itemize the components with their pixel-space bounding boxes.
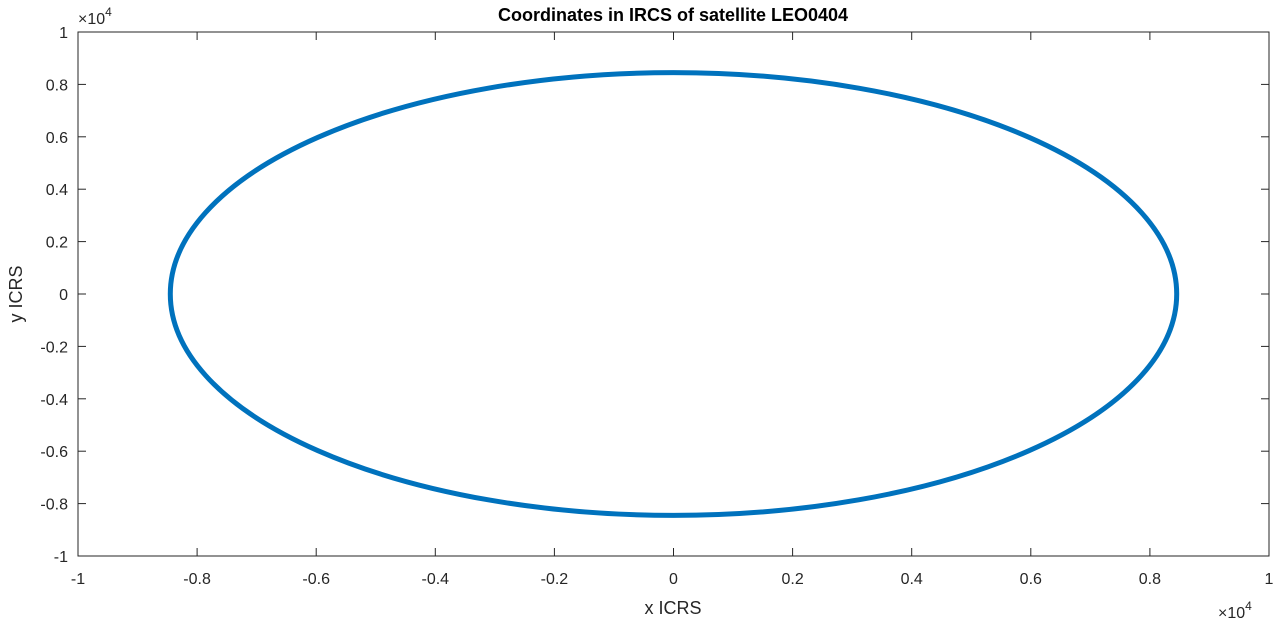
y-tick-label: 0.8 xyxy=(46,77,68,94)
x-tick-label: 0 xyxy=(669,571,678,588)
x-tick-label: 0.8 xyxy=(1139,571,1161,588)
x-tick-label: 1 xyxy=(1265,571,1274,588)
x-tick-label: -0.6 xyxy=(302,571,330,588)
x-exponent-power: 4 xyxy=(1245,599,1252,613)
x-tick-label: 0.6 xyxy=(1020,571,1042,588)
y-exponent-power: 4 xyxy=(105,5,112,19)
y-tick-label: 0.6 xyxy=(46,130,68,147)
y-tick-label: 0 xyxy=(59,287,68,304)
y-tick-label: -0.2 xyxy=(40,339,68,356)
x-axis-exponent: ×104 xyxy=(1218,599,1252,622)
y-tick-label: -0.6 xyxy=(40,444,68,461)
plot-area xyxy=(77,31,1270,557)
x-axis-label: x ICRS xyxy=(644,598,701,618)
y-axis-label: y ICRS xyxy=(6,265,26,322)
series-layer xyxy=(167,70,1180,518)
x-tick-label: -0.8 xyxy=(183,571,211,588)
y-tick-label: -1 xyxy=(54,549,68,566)
x-exponent-base: ×10 xyxy=(1218,605,1245,622)
y-axis-exponent: ×104 xyxy=(78,5,112,28)
orbit-series-0 xyxy=(167,70,1180,518)
y-tick-label: -0.4 xyxy=(40,392,68,409)
y-axis-ticks: 1 0.8 0.6 0.4 0.2 0 -0.2 -0.4 -0.6 -0.8 -1 xyxy=(40,25,1269,566)
y-tick-label: 1 xyxy=(59,25,68,42)
x-tick-label: -1 xyxy=(71,571,85,588)
x-tick-label: -0.2 xyxy=(541,571,569,588)
x-tick-label: -0.4 xyxy=(422,571,450,588)
y-tick-label: -0.8 xyxy=(40,497,68,514)
x-tick-label: 0.4 xyxy=(901,571,923,588)
x-tick-label: 0.2 xyxy=(781,571,803,588)
y-tick-label: 0.2 xyxy=(46,235,68,252)
chart-title: Coordinates in IRCS of satellite LEO0404 xyxy=(498,5,848,25)
x-axis-ticks: -1 -0.8 -0.6 -0.4 -0.2 0 0.2 0.4 0.6 0.8 1 xyxy=(71,32,1274,588)
y-tick-label: 0.4 xyxy=(46,182,68,199)
y-exponent-base: ×10 xyxy=(78,11,105,28)
